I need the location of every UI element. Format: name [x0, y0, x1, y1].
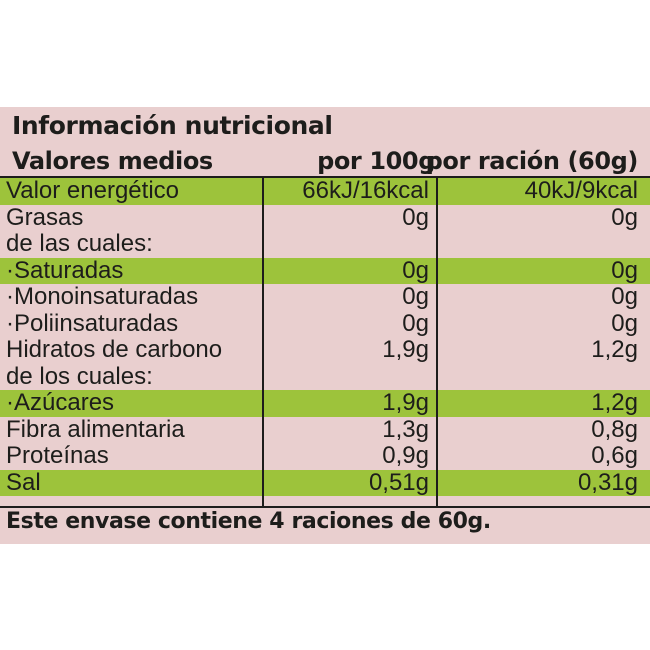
value-per-serving: 0g [611, 283, 638, 310]
value-per-100g: 0g [402, 309, 429, 337]
nutrition-title: Información nutricional [12, 111, 333, 140]
value-per-serving: 1,2g [591, 389, 638, 416]
value-per-serving: 0,31g [577, 468, 638, 496]
value-per-100g: 66kJ/16kcal [302, 177, 429, 204]
nutrient-name: Sal [6, 468, 41, 496]
value-per-100g: 0,9g [382, 442, 429, 469]
table-row: ·Saturadas 0g 0g [0, 256, 650, 284]
servings-note: Este envase contiene 4 raciones de 60g. [6, 509, 491, 534]
table-row: ·Monoinsaturadas 0g 0g [0, 283, 650, 311]
header-divider [0, 176, 650, 178]
value-per-serving: 0,6g [591, 442, 638, 469]
footer-divider [0, 506, 650, 508]
nutrient-name: de los cuales: [6, 362, 153, 390]
table-row: Proteínas 0,9g 0,6g [0, 442, 650, 470]
header-average-values: Valores medios [12, 147, 213, 175]
table-row: ·Poliinsaturadas 0g 0g [0, 309, 650, 338]
table-row: Sal 0,51g 0,31g [0, 468, 650, 496]
value-per-100g: 1,9g [382, 389, 429, 416]
nutrient-name: Fibra alimentaria [6, 415, 185, 443]
nutrient-name: Proteínas [6, 442, 109, 469]
value-per-100g: 0,51g [368, 468, 429, 496]
table-row: Valor energético 66kJ/16kcal 40kJ/9kcal [0, 177, 650, 205]
nutrition-label: Información nutricional Valores medios p… [0, 107, 650, 544]
table-row: Grasas 0g 0g [0, 203, 650, 232]
table-row: de las cuales: [0, 230, 650, 258]
value-per-serving: 0g [611, 256, 638, 284]
value-per-100g: 0g [402, 203, 429, 231]
table-row: ·Azúcares 1,9g 1,2g [0, 389, 650, 417]
nutrient-name: ·Azúcares [6, 389, 115, 416]
table-header: Valores medios por 100g por ración (60g) [0, 143, 650, 177]
value-per-serving: 0,8g [591, 415, 638, 443]
value-per-100g: 0g [402, 283, 429, 310]
table-row: de los cuales: [0, 362, 650, 391]
column-divider-1 [262, 178, 264, 507]
nutrition-rows: Valor energético 66kJ/16kcal 40kJ/9kcal Gra… [0, 177, 650, 496]
table-row: Hidratos de carbono 1,9g 1,2g [0, 336, 650, 364]
table-row: Fibra alimentaria 1,3g 0,8g [0, 415, 650, 444]
nutrient-name: Valor energético [6, 177, 179, 204]
nutrient-name: ·Monoinsaturadas [6, 283, 199, 310]
nutrient-name: ·Poliinsaturadas [6, 309, 179, 337]
header-per-100g: por 100g [317, 147, 435, 175]
nutrient-name: de las cuales: [6, 230, 153, 257]
value-per-100g: 1,3g [382, 415, 429, 443]
value-per-100g: 1,9g [382, 336, 429, 363]
column-divider-2 [436, 178, 438, 507]
value-per-serving: 40kJ/9kcal [524, 177, 638, 204]
header-per-serving: por ración (60g) [425, 147, 639, 175]
value-per-serving: 1,2g [591, 336, 638, 363]
nutrient-name: Hidratos de carbono [6, 336, 223, 363]
nutrient-name: Grasas [6, 203, 84, 231]
value-per-serving: 0g [611, 309, 638, 337]
value-per-100g: 0g [402, 256, 429, 284]
nutrient-name: ·Saturadas [6, 256, 124, 284]
value-per-serving: 0g [611, 203, 638, 231]
